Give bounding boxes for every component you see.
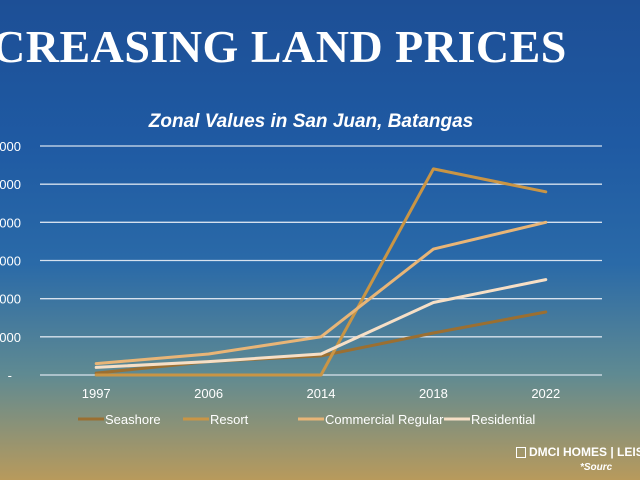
brand-logo: DMCI HOMES | LEISU [516, 445, 640, 459]
x-tick-label: 2006 [194, 386, 223, 401]
x-tick-label: 2014 [307, 386, 336, 401]
y-axis-tick-labels: - 000 000 000 000 000 000 [0, 139, 21, 383]
brand-logo-text: DMCI HOMES | LEISU [529, 445, 640, 459]
y-tick-label: 000 [0, 254, 21, 269]
legend-label: Commercial Regular [325, 412, 444, 427]
y-tick-label: 000 [0, 292, 21, 307]
gridlines [40, 145, 602, 376]
x-axis-tick-labels: 1997 2006 2014 2018 2022 [82, 386, 561, 401]
y-tick-label: 000 [0, 139, 21, 154]
series-line-residential [94, 278, 548, 369]
legend-label: Resort [210, 412, 249, 427]
series-line-resort [94, 167, 548, 377]
x-tick-label: 1997 [82, 386, 111, 401]
y-tick-label: 000 [0, 330, 21, 345]
y-tick-label: 000 [0, 215, 21, 230]
series-line-seashore [94, 310, 548, 375]
building-icon [516, 446, 526, 458]
legend-label: Seashore [105, 412, 161, 427]
x-tick-label: 2022 [531, 386, 560, 401]
series-lines [94, 167, 548, 377]
y-tick-label: 000 [0, 177, 21, 192]
legend: Seashore Resort Commercial Regular Resident… [78, 412, 535, 427]
chart-title: Zonal Values in San Juan, Batangas [148, 111, 474, 132]
legend-label: Residential [471, 412, 535, 427]
series-line-commercial-regular [94, 220, 548, 366]
y-tick-label: - [8, 368, 12, 383]
headline: CREASING LAND PRICES [0, 21, 567, 72]
x-tick-label: 2018 [419, 386, 448, 401]
source-note: *Sourc [580, 462, 613, 473]
